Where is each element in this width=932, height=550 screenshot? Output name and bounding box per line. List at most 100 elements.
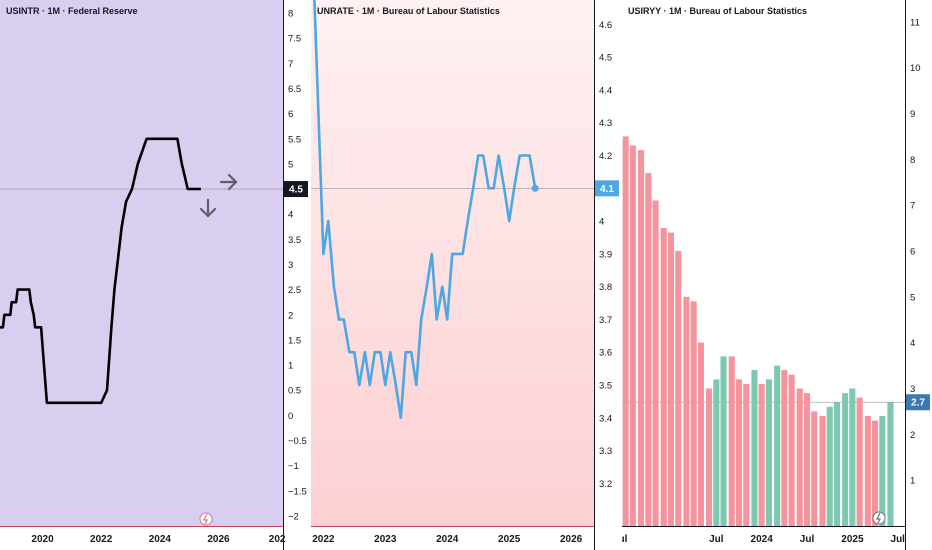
bar <box>842 393 849 526</box>
events-icon <box>199 512 213 526</box>
bar <box>652 200 659 526</box>
y-tick-label: 6 <box>910 246 915 257</box>
y-tick-label: 3.3 <box>599 446 612 457</box>
panel-usiryy: 11 10 9 8 7 6 5 4 3 2 1 ul Jul 2024 Jul 2025 Jul 2.7 USIR… <box>622 0 932 550</box>
y-tick-label: −1.5 <box>288 486 307 497</box>
bar <box>683 296 690 526</box>
y-tick-label: 3.5 <box>288 235 301 246</box>
y-tick-label: 2 <box>288 310 293 321</box>
bar <box>765 379 772 526</box>
price-axis-background <box>283 0 311 526</box>
y-tick-label: 3.8 <box>599 282 612 293</box>
x-tick-label: 2024 <box>751 534 774 545</box>
x-tick-label: 2025 <box>498 534 521 545</box>
time-axis-background <box>0 526 311 550</box>
bar <box>796 388 803 526</box>
y-tick-label: 0.5 <box>288 386 301 397</box>
chart-unrate: 4.6 4.5 4.4 4.3 4.2 4.1 4 3.9 3.8 3.7 3.6 3.5 3.4 3.3… <box>311 0 622 550</box>
bar <box>736 379 743 526</box>
y-tick-label: 5.5 <box>288 134 301 145</box>
bar <box>774 365 781 526</box>
price-axis-background <box>594 0 622 526</box>
bar <box>758 383 765 526</box>
x-tick-label: 2023 <box>374 534 397 545</box>
y-tick-label: 1.5 <box>288 335 301 346</box>
bar <box>697 342 704 526</box>
series-line <box>313 0 537 420</box>
time-axis-background <box>622 526 932 550</box>
y-tick-label: 3.9 <box>599 249 612 260</box>
y-tick-label: 3.6 <box>599 348 612 359</box>
last-value-badge <box>595 180 619 197</box>
y-tick-label: 4 <box>599 217 604 228</box>
chart-title-usiryy: USIRYY · 1M · Bureau of Labour Statistic… <box>628 6 808 16</box>
y-tick-label: 0 <box>288 411 293 422</box>
y-tick-label: 8 <box>288 9 293 20</box>
last-value-label: 4.1 <box>600 184 614 195</box>
y-tick-label: 3.4 <box>599 413 612 424</box>
y-tick-label: 9 <box>910 109 915 120</box>
x-tick-label: 2025 <box>841 534 864 545</box>
y-tick-label: 8 <box>910 155 915 166</box>
last-point-marker <box>531 184 539 192</box>
y-tick-label: 4.6 <box>599 20 612 31</box>
x-tick-label: 2024 <box>436 534 459 545</box>
y-tick-label: 2.5 <box>288 285 301 296</box>
y-tick-label: 4.5 <box>599 53 612 64</box>
y-tick-label: 1 <box>910 476 915 487</box>
y-tick-label: 4.2 <box>599 151 612 162</box>
y-tick-label: −1 <box>288 461 299 472</box>
bar <box>622 136 629 526</box>
bar <box>675 251 682 526</box>
bar <box>713 379 720 526</box>
y-tick-label: 4.4 <box>599 85 612 96</box>
events-icon <box>872 511 886 525</box>
bar <box>638 150 645 526</box>
x-tick-label: 2026 <box>560 534 583 545</box>
x-tick-label: Jul <box>709 534 724 545</box>
bar <box>872 420 879 526</box>
bar <box>743 383 750 526</box>
plot-background <box>0 0 283 526</box>
bar <box>751 370 758 526</box>
y-tick-label: 11 <box>910 17 920 28</box>
x-tick-label: 2020 <box>31 534 54 545</box>
bar <box>690 301 697 526</box>
x-tick-label: 2026 <box>207 534 230 545</box>
bar <box>788 374 795 526</box>
last-value-label: 2.7 <box>911 398 925 409</box>
x-tick-label: ul <box>622 534 628 545</box>
y-tick-label: 5 <box>910 292 915 303</box>
x-tick-label: 2022 <box>90 534 113 545</box>
lightning-icon <box>203 513 208 525</box>
x-tick-label: Jul <box>800 534 815 545</box>
last-value-badge <box>284 181 308 198</box>
y-tick-label: 5 <box>288 159 293 170</box>
bar <box>819 416 826 526</box>
y-tick-label: 10 <box>910 63 921 74</box>
y-tick-label: 7 <box>910 201 915 212</box>
last-value-badge <box>906 394 930 411</box>
chart-usiryy: 11 10 9 8 7 6 5 4 3 2 1 ul Jul 2024 Jul 2025 Jul 2.7 <box>622 0 932 550</box>
bar <box>811 411 818 526</box>
x-tick-label: 2022 <box>312 534 335 545</box>
bar <box>720 356 727 526</box>
x-tick-label: Jul <box>891 534 906 545</box>
x-tick-label: 202 <box>269 534 286 545</box>
y-tick-label: 3.2 <box>599 479 612 490</box>
arrow-right-icon <box>219 173 238 191</box>
bar <box>887 402 894 526</box>
bar <box>781 370 788 526</box>
bar <box>849 388 856 526</box>
y-tick-label: 4.3 <box>599 118 612 129</box>
y-tick-label: 4 <box>288 210 293 221</box>
bar <box>728 356 735 526</box>
y-tick-label: 6.5 <box>288 84 301 95</box>
chart-title-unrate: UNRATE · 1M · Bureau of Labour Statistic… <box>317 6 500 16</box>
arrow-down-icon <box>199 198 217 218</box>
y-tick-label: 1 <box>288 361 293 372</box>
y-tick-label: 3.5 <box>599 381 612 392</box>
y-tick-label: 3.7 <box>599 315 612 326</box>
bar <box>826 406 833 526</box>
y-tick-label: 7 <box>288 59 293 70</box>
